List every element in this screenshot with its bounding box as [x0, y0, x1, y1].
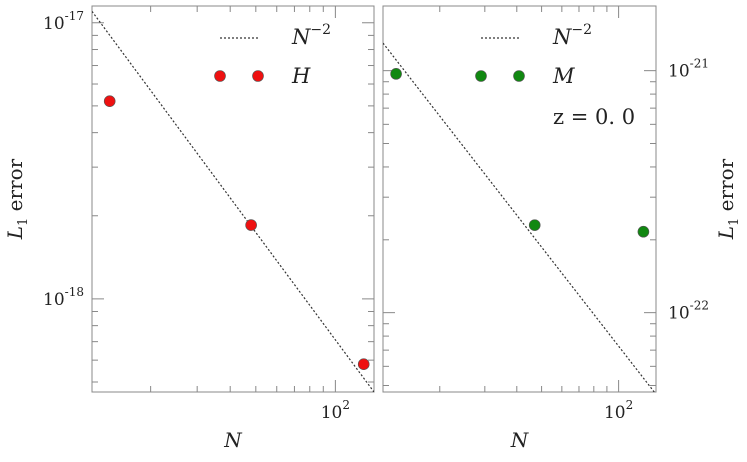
x-tick-label: 102 [604, 398, 633, 423]
reference-line [383, 42, 656, 392]
data-point [357, 358, 370, 371]
reference-line [92, 10, 374, 392]
y-tick-label: 10-21 [668, 57, 709, 82]
legend-label-series: H [291, 64, 311, 88]
data-point [390, 68, 402, 80]
legend-label-reference: N−2 [552, 22, 592, 49]
redshift-annotation: z = 0. 0 [553, 105, 635, 129]
panel-2: 102 10-21 10-22 N L1 error N−2 Mz = 0. 0 [382, 5, 742, 452]
y-axis-title: L1 error [714, 158, 742, 240]
legend-marker [513, 70, 525, 82]
legend-marker [475, 70, 487, 82]
y-tick-label: 10-18 [43, 285, 84, 310]
plot-frame [382, 5, 657, 393]
legend-label-series: M [552, 64, 575, 88]
x-axis-title: N [510, 428, 530, 452]
legend-marker [252, 70, 264, 82]
x-tick-label: 102 [321, 398, 350, 423]
plot-frame [91, 5, 375, 393]
data-point [103, 95, 116, 107]
legend-label-reference: N−2 [291, 22, 331, 49]
x-axis-title: N [223, 428, 243, 452]
y-axis-title: L1 error [3, 158, 31, 240]
data-point [528, 219, 541, 231]
data-point [637, 225, 650, 238]
y-tick-label: 10-22 [668, 299, 709, 324]
y-tick-label: 10-17 [43, 9, 84, 34]
legend-marker [214, 70, 226, 82]
data-point [245, 219, 257, 231]
panel-1: 102 10-17 10-18 N L1 error N−2 H [3, 5, 375, 452]
